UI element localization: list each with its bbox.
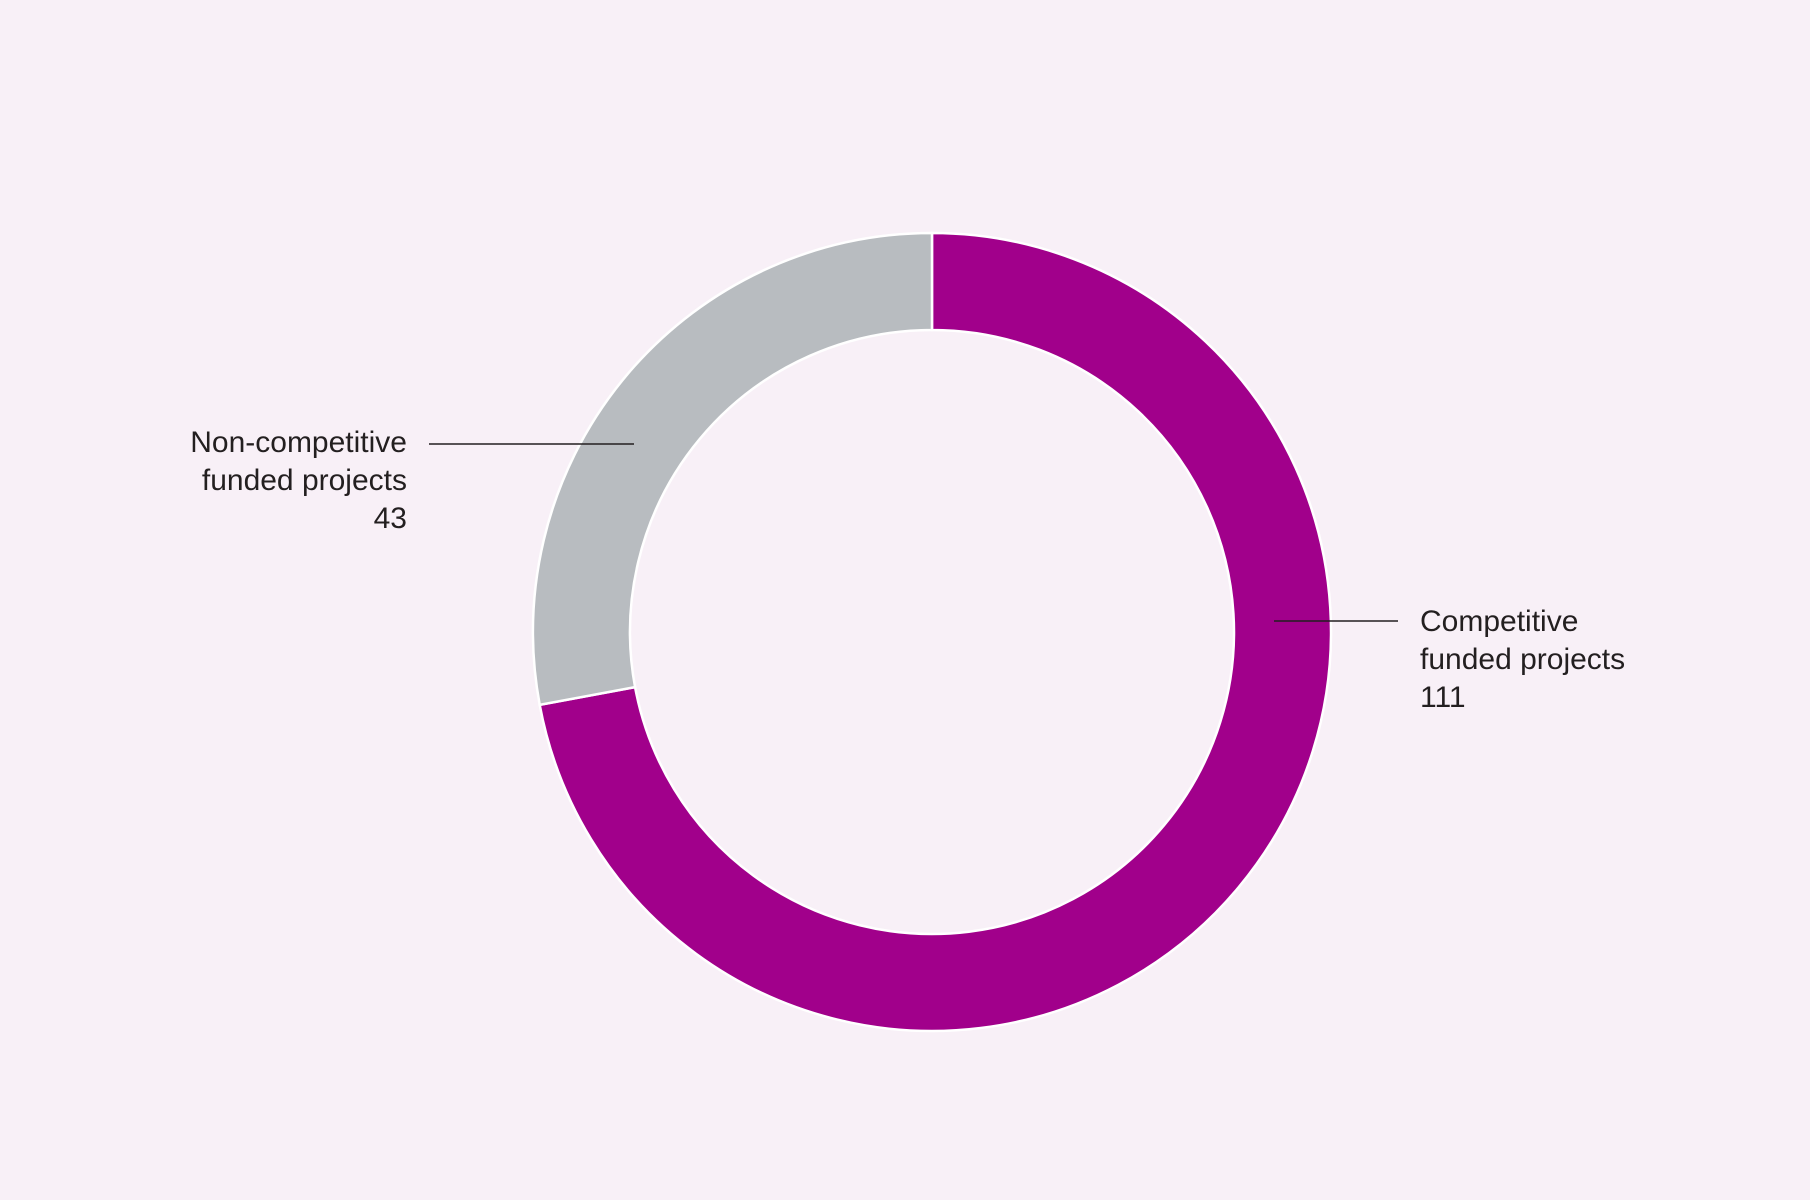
slice-name-label-0: funded projects	[1420, 643, 1625, 676]
slice-name-label-0: Competitive	[1420, 605, 1578, 638]
slice-name-label-1: funded projects	[202, 464, 407, 497]
slice-value-label-1: 43	[374, 502, 407, 535]
slice-value-label-0: 111	[1420, 681, 1466, 714]
slice-name-label-1: Non-competitive	[190, 426, 407, 459]
donut-slice-1	[531, 231, 934, 707]
donut-slice-0	[538, 231, 1333, 1033]
